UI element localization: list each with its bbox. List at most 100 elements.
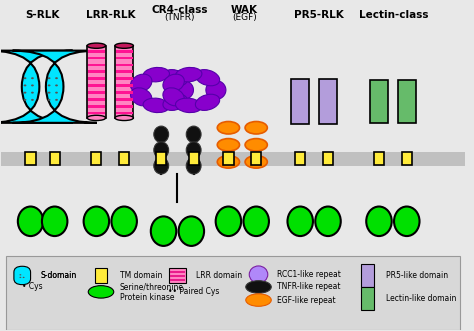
Bar: [88, 50, 105, 53]
Ellipse shape: [31, 99, 34, 101]
Ellipse shape: [245, 139, 267, 151]
Bar: [88, 105, 105, 108]
Ellipse shape: [217, 139, 239, 151]
Ellipse shape: [163, 94, 187, 111]
Text: S-domain: S-domain: [41, 271, 77, 280]
Bar: [374, 152, 384, 165]
Ellipse shape: [48, 92, 51, 94]
Bar: [170, 275, 185, 277]
Text: Lectin-like domain: Lectin-like domain: [386, 294, 456, 303]
Ellipse shape: [154, 126, 169, 143]
Ellipse shape: [143, 68, 170, 82]
Bar: [323, 152, 333, 165]
Ellipse shape: [245, 121, 267, 134]
Bar: [361, 264, 374, 287]
Text: RCC1-like repeat: RCC1-like repeat: [277, 270, 341, 279]
Bar: [116, 91, 133, 94]
Bar: [116, 57, 133, 60]
Text: LRR domain: LRR domain: [196, 271, 242, 280]
Ellipse shape: [130, 88, 152, 106]
Ellipse shape: [151, 216, 176, 246]
Ellipse shape: [31, 77, 34, 79]
Bar: [401, 152, 412, 165]
Ellipse shape: [195, 94, 219, 111]
Ellipse shape: [175, 68, 202, 82]
Text: Lectin-class: Lectin-class: [359, 10, 428, 20]
Ellipse shape: [48, 99, 51, 101]
Bar: [170, 279, 185, 281]
Ellipse shape: [195, 70, 219, 86]
Bar: [119, 152, 129, 165]
Text: LRR-RLK: LRR-RLK: [85, 10, 135, 20]
Bar: [116, 105, 133, 108]
Ellipse shape: [24, 84, 27, 86]
Ellipse shape: [173, 80, 193, 99]
Ellipse shape: [246, 294, 271, 306]
Ellipse shape: [55, 77, 58, 79]
Bar: [319, 78, 337, 124]
Ellipse shape: [249, 266, 268, 283]
Bar: [26, 152, 36, 165]
Bar: [169, 268, 186, 283]
Ellipse shape: [164, 258, 190, 287]
Ellipse shape: [87, 43, 106, 48]
Ellipse shape: [217, 156, 239, 168]
Bar: [6, 256, 460, 330]
Text: •• Paired Cys: •• Paired Cys: [168, 287, 219, 296]
Ellipse shape: [130, 74, 152, 92]
Text: CR4-class: CR4-class: [152, 5, 208, 15]
Ellipse shape: [55, 92, 58, 94]
Text: • Cys: • Cys: [22, 282, 43, 291]
Ellipse shape: [23, 277, 25, 278]
Ellipse shape: [154, 142, 169, 158]
Ellipse shape: [55, 84, 58, 86]
Text: (TNFR): (TNFR): [164, 13, 195, 22]
Bar: [91, 152, 101, 165]
Ellipse shape: [366, 207, 392, 236]
Text: TNFR-like repeat: TNFR-like repeat: [277, 282, 340, 291]
Bar: [94, 268, 108, 283]
Ellipse shape: [18, 207, 43, 236]
Ellipse shape: [163, 88, 184, 106]
Ellipse shape: [48, 77, 51, 79]
Ellipse shape: [31, 92, 34, 94]
Ellipse shape: [115, 115, 133, 120]
Text: S-RLK: S-RLK: [26, 10, 60, 20]
Bar: [50, 152, 60, 165]
Bar: [295, 152, 305, 165]
Ellipse shape: [315, 207, 341, 236]
Bar: [88, 84, 105, 87]
Ellipse shape: [31, 84, 34, 86]
FancyBboxPatch shape: [14, 266, 31, 285]
Ellipse shape: [111, 207, 137, 236]
Text: PR5-RLK: PR5-RLK: [294, 10, 344, 20]
Ellipse shape: [186, 158, 201, 174]
Bar: [88, 91, 105, 94]
Bar: [87, 46, 106, 118]
FancyBboxPatch shape: [12, 51, 97, 123]
Ellipse shape: [83, 207, 109, 236]
Ellipse shape: [179, 216, 204, 246]
Bar: [116, 50, 133, 53]
Bar: [88, 112, 105, 115]
Ellipse shape: [87, 115, 106, 120]
Text: PR5-like domain: PR5-like domain: [386, 271, 448, 280]
Ellipse shape: [88, 286, 114, 298]
Bar: [361, 287, 374, 309]
Ellipse shape: [24, 77, 27, 79]
Ellipse shape: [163, 70, 187, 86]
Ellipse shape: [217, 121, 239, 134]
Bar: [156, 152, 166, 165]
Text: TM domain: TM domain: [119, 271, 162, 280]
Ellipse shape: [19, 277, 21, 278]
FancyBboxPatch shape: [0, 51, 73, 123]
Text: S-domain: S-domain: [41, 271, 77, 280]
Ellipse shape: [186, 142, 201, 158]
Bar: [170, 271, 185, 273]
Ellipse shape: [186, 126, 201, 143]
Bar: [88, 71, 105, 73]
Bar: [370, 80, 388, 123]
Bar: [116, 84, 133, 87]
Ellipse shape: [175, 98, 202, 113]
Ellipse shape: [115, 43, 133, 48]
